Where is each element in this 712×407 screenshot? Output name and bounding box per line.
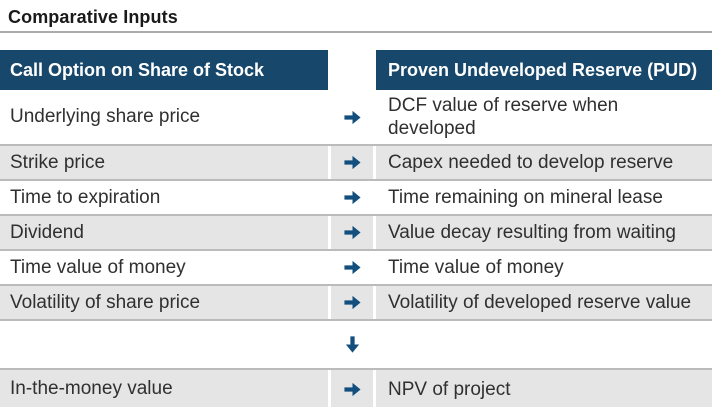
right-arrow-icon [331, 90, 373, 144]
table-row: Strike price Capex needed to develop rese… [0, 144, 712, 179]
row-right-label: NPV of project [376, 370, 712, 407]
title-rule [0, 31, 712, 33]
table-row: In-the-money value NPV of project [0, 368, 712, 407]
table-body: Underlying share price DCF value of reser… [0, 90, 712, 407]
row-right-label: Capex needed to develop reserve [376, 146, 712, 179]
right-arrow-icon [331, 146, 373, 179]
right-arrow-icon [331, 181, 373, 214]
header-spacer [331, 50, 373, 90]
down-arrow-icon [331, 321, 373, 368]
row-left-label: In-the-money value [0, 370, 328, 407]
row-left-label: Time to expiration [10, 186, 161, 208]
right-arrow-icon [331, 286, 373, 319]
table-row: Dividend Value decay resulting from waiti… [0, 214, 712, 249]
right-arrow-icon [331, 370, 373, 407]
row-right-label [376, 321, 712, 368]
table-header-row: Call Option on Share of Stock Proven Und… [0, 50, 712, 90]
row-left-label: Time value of money [10, 256, 186, 278]
table-row [0, 319, 712, 368]
right-arrow-icon [331, 251, 373, 284]
table-row: Time to expiration Time remaining on mine… [0, 179, 712, 214]
right-arrow-icon [331, 216, 373, 249]
row-left-label: Volatility of share price [0, 286, 328, 319]
row-left-label [0, 321, 328, 368]
row-right-label: DCF value of reserve when developed [388, 95, 619, 139]
row-right-label: Value decay resulting from waiting [376, 216, 712, 249]
page-title: Comparative Inputs [8, 7, 178, 27]
row-right-label: Time value of money [388, 257, 564, 278]
comparison-table: Call Option on Share of Stock Proven Und… [0, 50, 712, 407]
column-header-pud: Proven Undeveloped Reserve (PUD) [376, 50, 712, 90]
table-row: Time value of money Time value of money [0, 249, 712, 284]
row-right-label: Time remaining on mineral lease [388, 187, 663, 208]
row-right-label: Volatility of developed reserve value [376, 286, 712, 319]
table-row: Volatility of share price Volatility of d… [0, 284, 712, 319]
column-header-call-option: Call Option on Share of Stock [0, 50, 328, 90]
row-left-label: Strike price [0, 146, 328, 179]
row-left-label: Dividend [0, 216, 328, 249]
row-left-label: Underlying share price [10, 106, 201, 127]
table-row: Underlying share price DCF value of reser… [0, 90, 712, 144]
